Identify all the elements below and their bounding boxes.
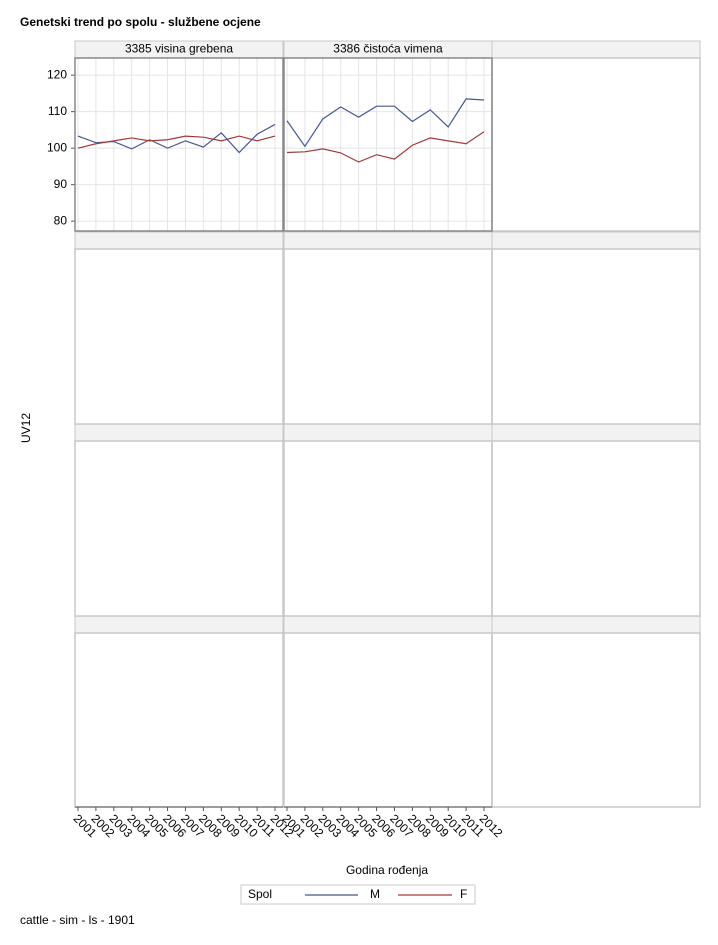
line-series bbox=[286, 98, 485, 148]
y-axis-label: UV12 bbox=[19, 413, 33, 443]
y-tick-label: 90 bbox=[54, 177, 68, 191]
y-tick-label: 80 bbox=[54, 213, 68, 227]
line-series bbox=[286, 131, 485, 163]
plot-frame bbox=[283, 57, 493, 232]
panel-grid bbox=[74, 40, 701, 808]
legend-label: M bbox=[370, 887, 380, 901]
legend-label: F bbox=[460, 887, 467, 901]
plot-frame bbox=[74, 57, 284, 232]
line-series bbox=[77, 135, 276, 149]
y-tick-label: 110 bbox=[48, 104, 67, 118]
legend-title: Spol bbox=[248, 887, 272, 901]
panel-title: 3385 visina grebena bbox=[125, 42, 233, 56]
y-tick-label: 120 bbox=[47, 67, 67, 81]
panel-title: 3386 čistoća vimena bbox=[333, 42, 443, 56]
x-axis-label: Godina rođenja bbox=[346, 863, 428, 877]
chart-title: Genetski trend po spolu - službene ocjen… bbox=[20, 15, 261, 29]
footnote: cattle - sim - ls - 1901 bbox=[20, 913, 135, 927]
y-tick-label: 100 bbox=[47, 140, 67, 154]
